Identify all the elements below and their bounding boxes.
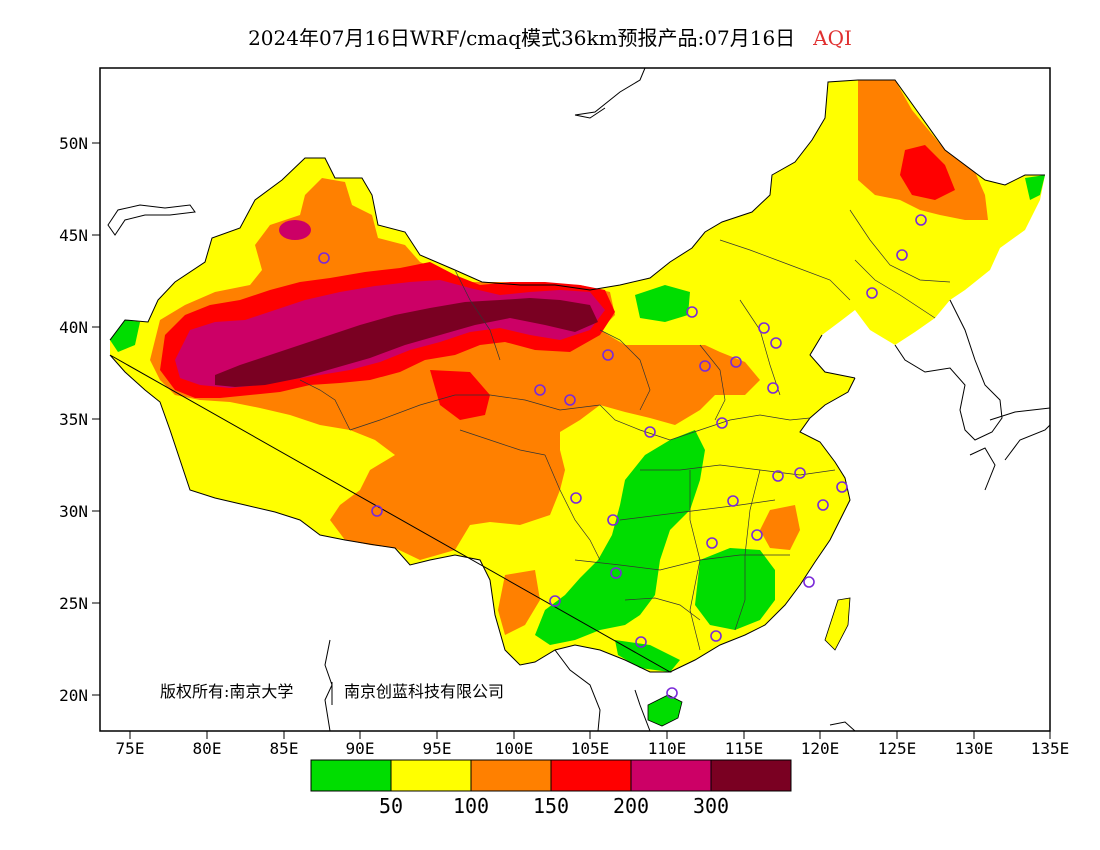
lon-tick-label: 125E (878, 739, 917, 758)
coastline-korea (894, 299, 1003, 441)
station-marker (730, 356, 742, 368)
lon-tick-label: 110E (648, 739, 687, 758)
station-marker (915, 214, 927, 226)
lat-tick-label: 30N (59, 502, 88, 521)
station-marker (534, 384, 546, 396)
lon-tick-label: 135E (1031, 739, 1070, 758)
station-marker (710, 630, 722, 642)
station-marker (318, 252, 330, 264)
station-marker (570, 492, 582, 504)
map-title: 2024年07月16日WRF/cmaq模式36km预报产品:07月16日 AQI (0, 22, 1100, 51)
station-markers (318, 214, 927, 699)
station-marker (770, 337, 782, 349)
colorbar-swatch (710, 759, 792, 792)
lat-tick-label: 20N (59, 686, 88, 705)
province-borders (299, 209, 951, 651)
lon-tick-label: 90E (346, 739, 375, 758)
station-marker (716, 417, 728, 429)
station-marker (564, 394, 576, 406)
copyright-company: 南京创蓝科技有限公司 (344, 682, 504, 701)
colorbar-swatch (390, 759, 472, 792)
station-marker (706, 537, 718, 549)
station-marker (607, 514, 619, 526)
border-kazakhstan (107, 204, 196, 236)
lon-tick-label: 120E (801, 739, 840, 758)
lon-tick-label: 130E (955, 739, 994, 758)
station-marker (699, 360, 711, 372)
station-marker (758, 322, 770, 334)
map-layers: 版权所有:南京大学 南京创蓝科技有限公司 (107, 68, 1050, 731)
orange-east-region (760, 505, 800, 550)
station-marker (772, 470, 784, 482)
green-far-west-edge (110, 320, 140, 352)
colorbar-label: 200 (613, 794, 649, 818)
lat-tick-label: 45N (59, 226, 88, 245)
green-east-edge (1025, 175, 1045, 200)
station-marker (896, 249, 908, 261)
station-marker (866, 287, 878, 299)
station-marker (817, 499, 829, 511)
station-marker (794, 467, 806, 479)
magenta-spot-northwest (279, 220, 311, 240)
station-marker (549, 595, 561, 607)
colorbar-label: 100 (453, 794, 489, 818)
lon-tick-label: 95E (423, 739, 452, 758)
copyright-owner: 版权所有:南京大学 (160, 682, 293, 701)
colorbar-label: 150 (533, 794, 569, 818)
lon-tick-label: 80E (193, 739, 222, 758)
hainan-island (647, 694, 683, 727)
colorbar-label: 50 (379, 794, 403, 818)
longitude-axis: 75E 80E 85E 90E 95E 100E 105E 110E 115E … (116, 731, 1070, 758)
lon-tick-label: 85E (270, 739, 299, 758)
border-russia-north (574, 68, 646, 119)
coastline-bohai (809, 334, 856, 379)
title-variable: AQI (813, 26, 852, 50)
latitude-axis: 50N 45N 40N 35N 30N 25N 20N (59, 134, 100, 705)
station-marker (666, 687, 678, 699)
lon-tick-label: 115E (725, 739, 764, 758)
lat-tick-label: 25N (59, 594, 88, 613)
orange-northwest-region (150, 178, 760, 560)
maroon-core (215, 298, 598, 387)
red-northeast-region (900, 145, 955, 200)
lat-tick-label: 50N (59, 134, 88, 153)
lon-tick-label: 105E (571, 739, 610, 758)
border-myanmar (324, 639, 333, 731)
station-marker (371, 505, 383, 517)
coastline-japan (969, 407, 1050, 491)
colorbar-label: 300 (693, 794, 729, 818)
green-guangdong-region (695, 548, 775, 630)
lat-tick-label: 40N (59, 318, 88, 337)
coastline-philippines (829, 721, 856, 731)
lon-tick-label: 100E (495, 739, 534, 758)
border-vietnam (554, 649, 651, 731)
station-marker (644, 426, 656, 438)
station-marker (803, 576, 815, 588)
taiwan-island (824, 597, 851, 651)
station-marker (751, 529, 763, 541)
title-main: 2024年07月16日WRF/cmaq模式36km预报产品:07月16日 (248, 26, 796, 50)
lat-tick-label: 35N (59, 410, 88, 429)
station-marker (727, 495, 739, 507)
lon-tick-label: 75E (116, 739, 145, 758)
station-marker (686, 306, 698, 318)
station-marker (836, 481, 848, 493)
station-marker (602, 349, 614, 361)
green-inner-mongolia-region (635, 285, 690, 322)
colorbar-swatch (470, 759, 552, 792)
station-marker (635, 636, 647, 648)
green-guangxi-coast (615, 640, 680, 672)
station-marker (767, 382, 779, 394)
orange-south-region (498, 570, 540, 635)
colorbar-swatch (630, 759, 712, 792)
colorbar-swatch (310, 759, 392, 792)
plot-frame (99, 67, 1051, 732)
aqi-colorbar: 50 100 150 200 300 (310, 759, 792, 818)
china-outline (109, 79, 1045, 341)
green-south-region (535, 430, 705, 645)
colorbar-swatch (550, 759, 632, 792)
station-marker (610, 567, 622, 579)
